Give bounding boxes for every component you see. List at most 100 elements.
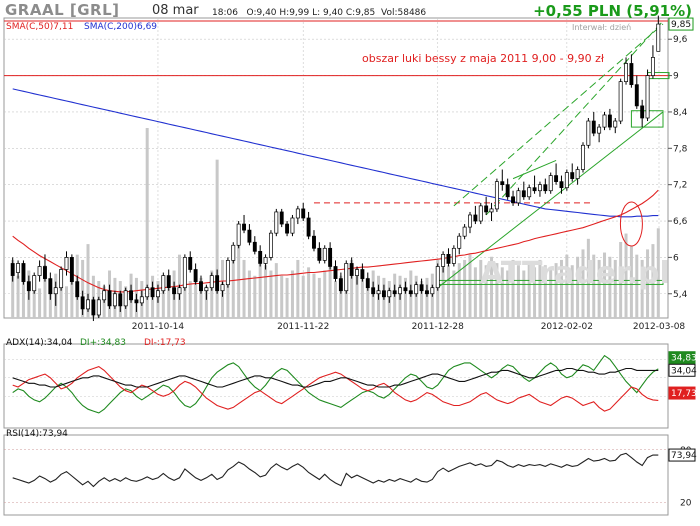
- candle-body: [403, 287, 408, 292]
- x-tick-label-3: 2012-02-02: [541, 322, 593, 332]
- candle-body: [591, 120, 596, 134]
- volume-bar: [317, 277, 321, 318]
- volume-bar: [646, 249, 650, 318]
- volume-bar: [414, 275, 418, 318]
- candle-body: [613, 120, 618, 128]
- watermark-text: ATTrader.pl: [480, 256, 670, 291]
- candle-body: [527, 187, 532, 198]
- candle-body: [398, 287, 403, 295]
- volume-bar: [204, 286, 208, 318]
- volume-bar: [11, 259, 15, 318]
- volume-bar: [592, 254, 596, 318]
- candle-body: [387, 290, 392, 298]
- volume-bar: [81, 259, 85, 318]
- volume-bar: [403, 277, 407, 318]
- y-tick-label-2: 8,4: [673, 108, 688, 118]
- volume-bar: [635, 254, 639, 318]
- volume-bar: [538, 259, 542, 318]
- volume-bar: [237, 233, 241, 318]
- volume-bar: [479, 259, 483, 318]
- volume-bar: [334, 281, 337, 318]
- volume-bar: [495, 263, 499, 318]
- volume-bar: [613, 259, 617, 318]
- volume-bar: [559, 259, 563, 318]
- candle-body: [258, 250, 263, 264]
- volume-bar: [247, 270, 251, 318]
- candle-body: [290, 217, 295, 234]
- candle-body: [43, 266, 47, 279]
- gap-annotation: obszar luki bessy z maja 2011 9,00 - 9,9…: [362, 52, 604, 65]
- candle-body: [521, 190, 526, 198]
- volume-bar: [307, 267, 311, 318]
- channel-lower-line: [437, 111, 664, 289]
- y-tick-label-6: 6: [673, 253, 679, 263]
- candle-body: [624, 63, 628, 82]
- volume-bar: [269, 270, 273, 318]
- adx-tag-box-0: [668, 351, 696, 365]
- candle-body: [634, 84, 639, 107]
- candle-body: [59, 269, 64, 289]
- candle-body: [597, 126, 602, 134]
- volume-bar: [226, 273, 230, 318]
- candle-body: [543, 184, 548, 192]
- volume-bar: [468, 254, 472, 318]
- candle-body: [166, 275, 171, 289]
- candle-body: [607, 114, 612, 128]
- candle-body: [586, 120, 591, 146]
- volume-bar: [280, 275, 284, 318]
- candle-body: [182, 257, 187, 289]
- crossover-ellipse: [619, 201, 643, 247]
- candle-body: [231, 244, 236, 261]
- panel-frame-2: [3, 434, 669, 516]
- candle-body: [150, 287, 155, 298]
- volume-bar: [516, 265, 520, 318]
- candle-body: [441, 254, 446, 267]
- candle-body: [414, 284, 419, 295]
- candle-body: [118, 293, 123, 307]
- candle-body: [618, 81, 623, 122]
- sma200-label: SMA(C,200)6,69: [84, 22, 158, 32]
- volume-bar: [328, 254, 332, 318]
- volume-bar: [215, 159, 219, 318]
- price-change: +0,55 PLN (5,91%): [533, 2, 692, 20]
- volume-bar: [629, 246, 633, 318]
- candle-body: [225, 260, 230, 286]
- candle-body: [102, 290, 107, 301]
- candle-body: [199, 281, 203, 292]
- candle-body: [107, 290, 112, 307]
- candle-body: [333, 266, 338, 279]
- volume-bar: [506, 270, 510, 318]
- volume-bar: [640, 259, 644, 318]
- volume-bar: [312, 273, 316, 318]
- volume-bar: [608, 256, 612, 318]
- candle-body: [177, 287, 182, 295]
- candle-body: [209, 275, 214, 289]
- volume-bar: [624, 233, 628, 318]
- y-tick-label-5: 6,6: [673, 217, 688, 227]
- sma200-line: [12, 88, 659, 218]
- candle-body: [252, 241, 257, 252]
- channel-upper2-dashed: [485, 20, 664, 216]
- candle-body: [392, 290, 397, 295]
- volume-bar: [296, 259, 300, 318]
- volume-value: Vol:58486: [381, 8, 427, 18]
- candle-body: [408, 290, 413, 295]
- adx-series-0: [12, 367, 659, 388]
- volume-bar: [43, 265, 47, 318]
- adx-label: ADX(14):34,04: [6, 338, 73, 348]
- volume-bar: [264, 265, 268, 318]
- dip-label: DI+:34,83: [80, 338, 126, 348]
- volume-bar: [38, 288, 42, 318]
- candle-body: [37, 266, 42, 276]
- rsi-tag-box: [668, 448, 696, 462]
- volume-bar: [527, 263, 531, 318]
- volume-bar: [581, 249, 585, 318]
- candle-body: [215, 275, 220, 292]
- candle-body: [430, 287, 435, 295]
- candle-body: [650, 57, 655, 76]
- volume-bar: [457, 263, 461, 318]
- candle-body: [532, 187, 537, 192]
- volume-bar: [253, 275, 257, 318]
- candle-body: [462, 226, 467, 237]
- candle-body: [564, 172, 569, 189]
